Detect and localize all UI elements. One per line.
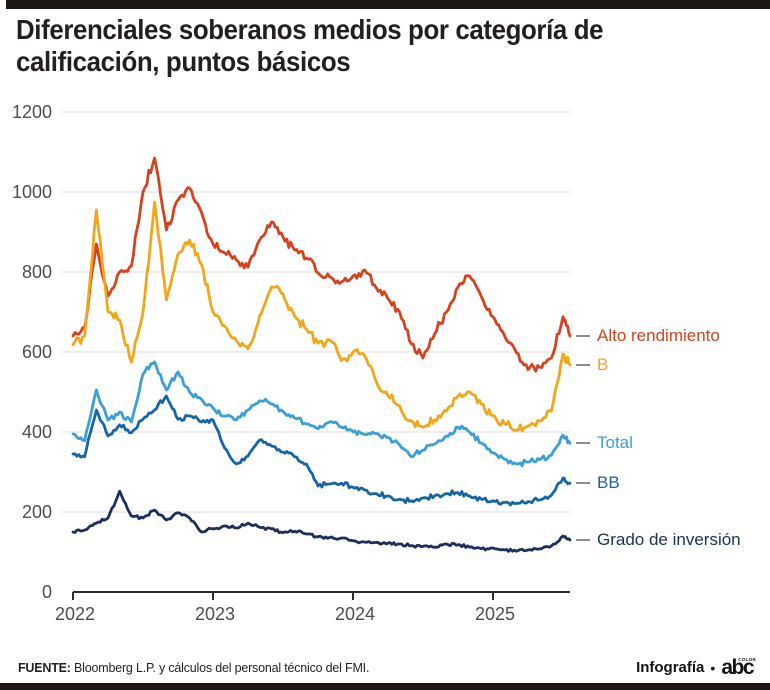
chart-title: Diferenciales soberanos medios por categ… [16,14,604,78]
legend-label: Alto rendimiento [597,326,720,345]
legend-label: B [597,354,609,374]
series-line-b [71,200,572,433]
legend-label: BB [597,473,620,493]
legend-dash-icon [576,442,590,445]
series-line-total [71,360,572,468]
series-line-grado-de-inversion [71,489,572,553]
x-tick-label: 2024 [335,604,375,624]
series-line-alto-rendimiento [71,156,572,373]
legend-item-alto-rendimiento: Alto rendimiento [576,327,720,345]
bottom-divider-bar [0,683,770,690]
y-tick-label: 0 [42,582,52,602]
x-tick-label: 2022 [55,604,95,624]
legend-item-total: Total [576,434,633,452]
chart-title-line2: calificación, puntos básicos [16,45,351,77]
credit-line: Infografía • abc COLOR [636,657,756,678]
source-label: FUENTE: [18,661,71,675]
chart-title-line1: Diferenciales soberanos medios por categ… [16,14,604,45]
source-text: Bloomberg L.P. y cálculos del personal t… [70,661,370,675]
y-tick-label: 400 [22,422,52,442]
legend-label: Total [597,433,633,453]
legend-dash-icon [576,482,590,485]
series-line-bb [71,394,572,507]
legend-dash-icon [576,539,590,541]
x-tick-label: 2023 [195,604,235,624]
top-divider-bar [6,0,770,9]
legend-dash-icon [576,335,590,337]
x-tick-label: 2025 [475,604,515,624]
bullet-separator: • [710,659,716,676]
abc-color-logo: abc COLOR [721,657,756,678]
abc-logo-subtext: COLOR [738,657,756,662]
legend-item-b: B [576,354,609,374]
legend-item-bb: BB [576,474,620,492]
y-tick-label: 800 [22,262,52,282]
y-tick-label: 600 [22,342,52,362]
credit-label: Infografía [636,659,705,676]
legend-dash-icon [576,363,590,366]
y-tick-label: 1200 [12,102,52,122]
abc-logo-text: abc [721,656,754,679]
source-note: FUENTE: Bloomberg L.P. y cálculos del pe… [18,661,369,675]
x-axis: 2022 2023 2024 2025 [55,591,570,624]
y-tick-label: 1000 [12,182,52,202]
y-axis-tick-labels: 0 200 400 600 800 1000 1200 [12,102,52,602]
legend-item-grado-de-inversion: Grado de inversión [576,531,741,549]
y-tick-label: 200 [22,502,52,522]
legend-label: Grado de inversión [597,530,741,549]
